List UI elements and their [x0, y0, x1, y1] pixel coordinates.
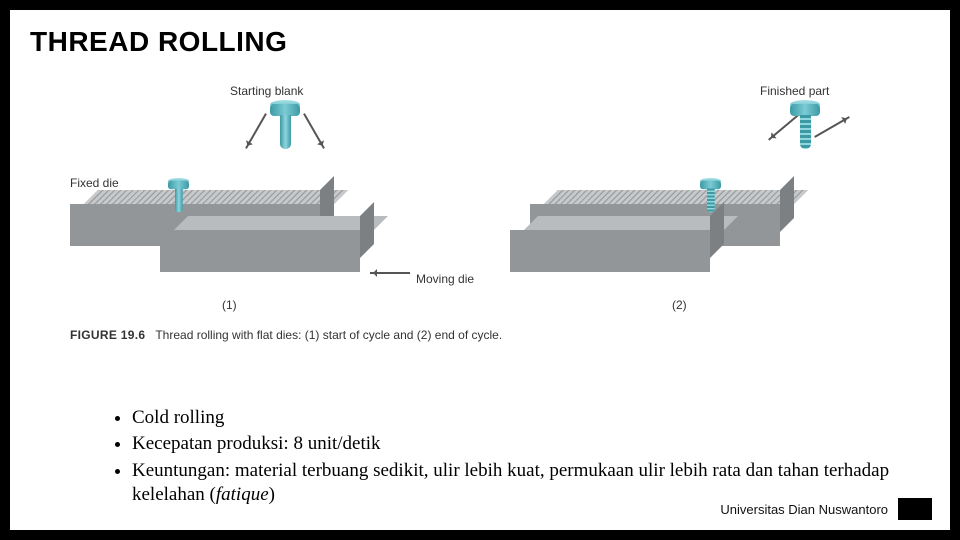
bullet-list: Cold rolling Kecepatan produksi: 8 unit/…: [114, 406, 920, 509]
diagram: Starting blank Finished part Fixed die M…: [70, 120, 890, 320]
figure-number: FIGURE 19.6: [70, 328, 145, 342]
arrow-icon: [303, 113, 325, 149]
bullet-item: Cold rolling: [132, 406, 920, 430]
label-fixed-die: Fixed die: [70, 176, 119, 190]
label-finished-part: Finished part: [760, 84, 829, 98]
slide: THREAD ROLLING Starting blank Finished p…: [0, 0, 960, 540]
arrow-icon: [768, 113, 800, 140]
moving-die-stage1: [160, 216, 430, 274]
slide-title: THREAD ROLLING: [30, 26, 287, 58]
figure-19-6: Starting blank Finished part Fixed die M…: [70, 120, 890, 380]
bullet-emphasis: fatique: [216, 484, 269, 505]
label-starting-blank: Starting blank: [230, 84, 303, 98]
label-moving-die: Moving die: [416, 272, 474, 286]
bullet-text: ): [269, 484, 275, 505]
arrow-icon: [814, 116, 850, 138]
moving-die-stage2: [510, 216, 780, 274]
label-stage-2: (2): [672, 298, 687, 312]
arrow-icon: [245, 113, 267, 149]
bullet-item: Kecepatan produksi: 8 unit/detik: [132, 432, 920, 456]
footer-text: Universitas Dian Nuswantoro: [720, 502, 888, 517]
footer-logo-icon: [898, 498, 932, 520]
label-stage-1: (1): [222, 298, 237, 312]
figure-caption: FIGURE 19.6 Thread rolling with flat die…: [70, 328, 502, 342]
footer: Universitas Dian Nuswantoro: [720, 498, 932, 520]
figure-caption-text: Thread rolling with flat dies: (1) start…: [155, 328, 502, 342]
